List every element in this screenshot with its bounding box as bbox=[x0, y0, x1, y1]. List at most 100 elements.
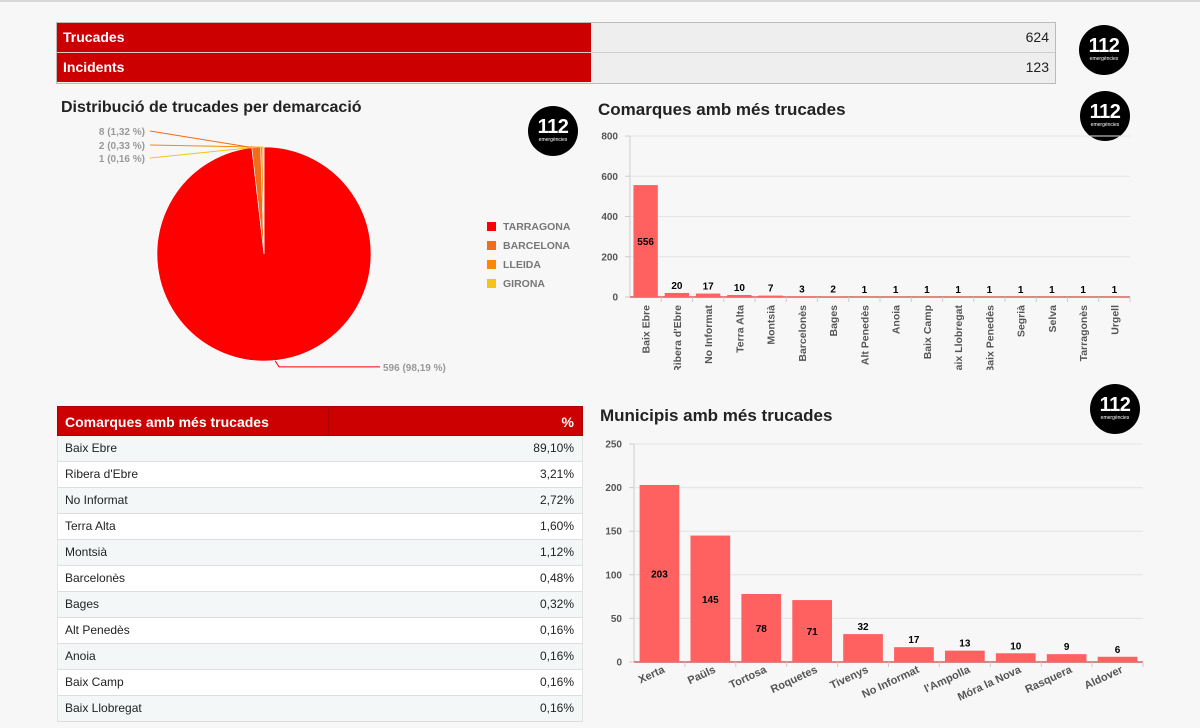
table-cell-comarca: Anoia bbox=[65, 649, 96, 663]
pie-data-label: 8 (1,32 %) bbox=[99, 127, 145, 138]
bar bbox=[792, 600, 833, 662]
logo-text: 112 bbox=[1088, 35, 1120, 57]
bar bbox=[914, 296, 940, 298]
table-row: Anoia 0,16% bbox=[57, 644, 583, 670]
y-tick-label: 400 bbox=[601, 212, 618, 223]
bar-value-label: 556 bbox=[637, 237, 654, 248]
bar bbox=[741, 593, 782, 662]
logo-text: 112 bbox=[1089, 101, 1121, 123]
x-category-label: Montsià bbox=[766, 305, 778, 345]
summary-row-calls: Trucades 624 bbox=[57, 23, 1055, 53]
table-row: Bages 0,32% bbox=[57, 592, 583, 618]
table-cell-percent: 3,21% bbox=[539, 467, 574, 481]
logo-112: 112 emergències bbox=[1080, 91, 1130, 141]
x-category-label: Segrià bbox=[1016, 305, 1028, 337]
bar bbox=[690, 535, 731, 662]
table-row: Barcelonès 0,48% bbox=[57, 566, 583, 592]
bar-value-label: 2 bbox=[830, 285, 836, 296]
logo-text: 112 bbox=[1099, 394, 1131, 416]
summary-table: Trucades 624 Incidents 123 bbox=[56, 22, 1056, 84]
x-category-label: No Informat bbox=[703, 305, 715, 364]
legend-swatch bbox=[487, 260, 496, 269]
legend-label: GIRONA bbox=[503, 278, 545, 290]
legend-label: LLEIDA bbox=[503, 259, 541, 271]
bar-value-label: 10 bbox=[734, 283, 746, 294]
pie-data-label: 2 (0,33 %) bbox=[99, 141, 145, 152]
bar-value-label: 10 bbox=[1010, 641, 1022, 652]
table-cell-percent: 0,16% bbox=[539, 649, 574, 663]
x-category-label: Alt Penedès bbox=[859, 305, 871, 365]
bar bbox=[1097, 656, 1138, 662]
logo-112: 112 emergències bbox=[1090, 384, 1140, 434]
bar bbox=[995, 653, 1036, 662]
table-cell-comarca: Terra Alta bbox=[65, 519, 116, 533]
x-category-label: Ribera d'Ebre bbox=[672, 305, 684, 370]
logo-subtext: emergències bbox=[1100, 415, 1130, 421]
x-category-label: Baix Ebre bbox=[641, 305, 653, 354]
bar-value-label: 1 bbox=[862, 285, 868, 296]
table-cell-percent: 89,10% bbox=[533, 441, 574, 455]
bar bbox=[945, 296, 971, 298]
y-tick-label: 200 bbox=[601, 252, 618, 263]
bar-value-label: 1 bbox=[893, 285, 899, 296]
top-divider bbox=[0, 0, 1200, 2]
bar bbox=[883, 296, 908, 298]
legend-label: BARCELONA bbox=[503, 240, 570, 252]
bar-value-label: 3 bbox=[799, 284, 805, 295]
table-cell-percent: 1,12% bbox=[539, 545, 574, 559]
bar-value-label: 1 bbox=[1018, 285, 1024, 296]
bar-value-label: 7 bbox=[768, 284, 774, 295]
bar-value-label: 1 bbox=[1112, 285, 1118, 296]
bar bbox=[852, 296, 877, 298]
bar-value-label: 145 bbox=[702, 595, 719, 606]
bar-value-label: 9 bbox=[1064, 642, 1070, 653]
logo-subtext: emergències bbox=[538, 137, 568, 143]
bar bbox=[639, 484, 680, 662]
table-row: Baix Camp 0,16% bbox=[57, 670, 583, 696]
table-cell-percent: 0,16% bbox=[539, 623, 574, 637]
bar-value-label: 1 bbox=[1049, 285, 1055, 296]
table-header: Comarques amb més trucades % bbox=[57, 406, 583, 436]
x-category-label: Roquetes bbox=[769, 664, 820, 696]
x-category-label: Aldover bbox=[1083, 664, 1126, 692]
summary-value: 123 bbox=[1025, 59, 1049, 75]
bar-value-label: 1 bbox=[924, 285, 930, 296]
y-tick-label: 100 bbox=[605, 570, 622, 581]
x-category-label: Xerta bbox=[637, 663, 668, 686]
bar bbox=[1039, 296, 1065, 298]
y-tick-label: 50 bbox=[611, 614, 623, 625]
table-header-percent: % bbox=[561, 414, 574, 430]
municipis-chart-title: Municipis amb més trucades bbox=[600, 406, 833, 425]
bar bbox=[695, 293, 721, 297]
y-tick-label: 0 bbox=[616, 658, 622, 669]
pie-leader-line bbox=[149, 146, 264, 159]
table-cell-comarca: Barcelonès bbox=[65, 571, 126, 585]
summary-value: 624 bbox=[1025, 29, 1049, 45]
bar-value-label: 17 bbox=[908, 635, 920, 646]
logo-text: 112 bbox=[537, 116, 569, 138]
y-tick-label: 200 bbox=[605, 483, 622, 494]
bar bbox=[1070, 296, 1096, 298]
pie-chart-title: Distribució de trucades per demarcació bbox=[61, 99, 362, 116]
summary-label: Incidents bbox=[57, 53, 591, 82]
summary-label: Trucades bbox=[57, 23, 591, 52]
summary-row-incidents: Incidents 123 bbox=[57, 53, 1055, 82]
x-category-label: Barcelonès bbox=[797, 305, 809, 362]
bar-value-label: 32 bbox=[857, 622, 869, 633]
bar bbox=[633, 185, 658, 297]
logo-subtext: emergències bbox=[1089, 56, 1119, 62]
table-cell-comarca: No Informat bbox=[65, 493, 128, 507]
table-cell-percent: 0,48% bbox=[539, 571, 574, 585]
bar bbox=[758, 295, 783, 297]
x-category-label: Tortosa bbox=[728, 663, 770, 691]
bar-value-label: 13 bbox=[959, 639, 971, 650]
table-body: Baix Ebre 89,10% Ribera d'Ebre 3,21% No Info… bbox=[57, 436, 583, 722]
bar bbox=[727, 294, 752, 297]
table-cell-percent: 2,72% bbox=[539, 493, 574, 507]
bar bbox=[843, 634, 883, 662]
table-cell-percent: 0,16% bbox=[539, 701, 574, 715]
table-row: Alt Penedès 0,16% bbox=[57, 618, 583, 644]
y-tick-label: 150 bbox=[605, 527, 622, 538]
table-cell-comarca: Baix Llobregat bbox=[65, 701, 142, 715]
y-tick-label: 600 bbox=[601, 172, 618, 183]
